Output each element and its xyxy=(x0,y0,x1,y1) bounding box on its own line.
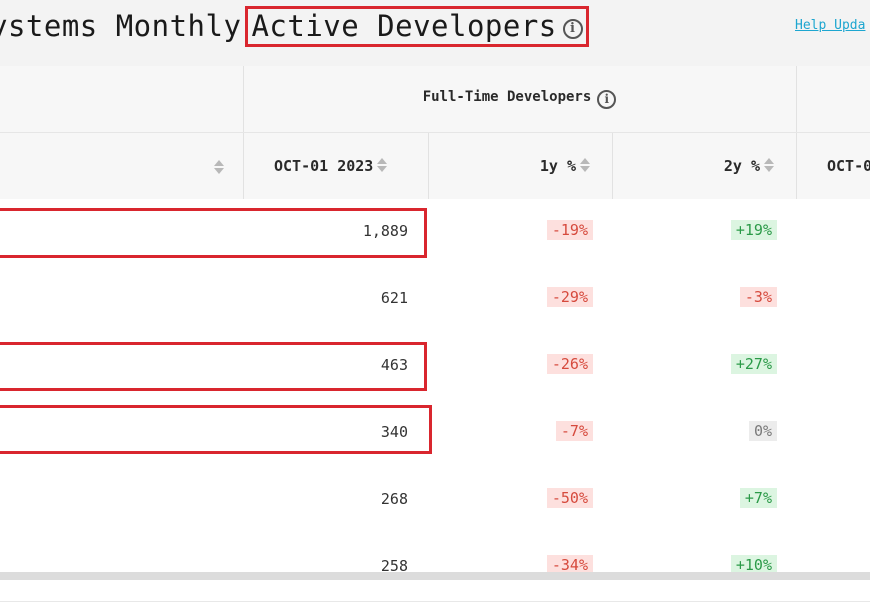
page-title: ystems Monthly Active Developers i xyxy=(0,6,589,47)
change-1y-badge: -7% xyxy=(556,421,593,441)
sort-icon[interactable] xyxy=(764,157,774,173)
table-row[interactable]: 268 -50% +7% xyxy=(0,467,870,535)
developer-count: 621 xyxy=(381,289,408,307)
developer-count: 1,889 xyxy=(363,222,408,240)
change-1y-badge: -19% xyxy=(547,220,593,240)
group-header-title: Full-Time Developers i xyxy=(243,89,796,109)
change-1y-badge: -26% xyxy=(547,354,593,374)
column-header-date[interactable]: OCT-01 2023 xyxy=(244,133,429,200)
page-title-prefix: ystems Monthly xyxy=(0,9,241,43)
change-2y-badge: +7% xyxy=(740,488,777,508)
page-title-highlight: Active Developers i xyxy=(245,6,588,47)
table-row[interactable]: 621 -29% -3% xyxy=(0,266,870,334)
table-row[interactable]: 258 -34% +10% xyxy=(0,534,870,602)
sort-icon[interactable] xyxy=(580,157,590,173)
change-2y-badge: 0% xyxy=(749,421,777,441)
info-icon[interactable]: i xyxy=(597,90,616,109)
change-1y-badge: -50% xyxy=(547,488,593,508)
title-bar: ystems Monthly Active Developers i Help Up… xyxy=(0,0,870,67)
column-header-1y-label: 1y % xyxy=(540,157,576,175)
change-2y-badge: +27% xyxy=(731,354,777,374)
group-header-next xyxy=(796,66,870,132)
change-1y-badge: -29% xyxy=(547,287,593,307)
horizontal-scrollbar[interactable] xyxy=(0,572,870,580)
group-header-full-time-developers: Full-Time Developers i xyxy=(243,66,797,132)
column-header-next-date[interactable]: OCT-0 xyxy=(797,133,870,200)
column-header-2y[interactable]: 2y % xyxy=(613,133,797,200)
developer-count: 340 xyxy=(381,423,408,441)
table-row[interactable]: 340 -7% 0% xyxy=(0,400,870,468)
help-update-link[interactable]: Help Upda xyxy=(795,18,865,33)
change-2y-badge: -3% xyxy=(740,287,777,307)
sort-icon[interactable] xyxy=(377,157,387,173)
developer-count: 463 xyxy=(381,356,408,374)
column-header-next-date-label: OCT-0 xyxy=(827,157,870,175)
developer-count: 268 xyxy=(381,490,408,508)
column-header-1y[interactable]: 1y % xyxy=(429,133,613,200)
sort-icon[interactable] xyxy=(214,159,224,175)
column-header-2y-label: 2y % xyxy=(724,157,760,175)
table-row[interactable]: 1,889 -19% +19% xyxy=(0,199,870,267)
column-header-name[interactable] xyxy=(0,133,244,200)
table-group-header-row: Full-Time Developers i xyxy=(0,66,870,132)
page-title-highlighted-text: Active Developers xyxy=(251,9,556,43)
table-column-header-row: OCT-01 2023 1y % 2y % OCT-0 xyxy=(0,132,870,201)
change-2y-badge: +19% xyxy=(731,220,777,240)
column-header-date-label: OCT-01 2023 xyxy=(274,157,373,175)
info-icon[interactable]: i xyxy=(563,19,583,39)
group-header-empty xyxy=(0,66,244,132)
group-header-label: Full-Time Developers xyxy=(423,89,592,105)
table-row[interactable]: 463 -26% +27% xyxy=(0,333,870,401)
